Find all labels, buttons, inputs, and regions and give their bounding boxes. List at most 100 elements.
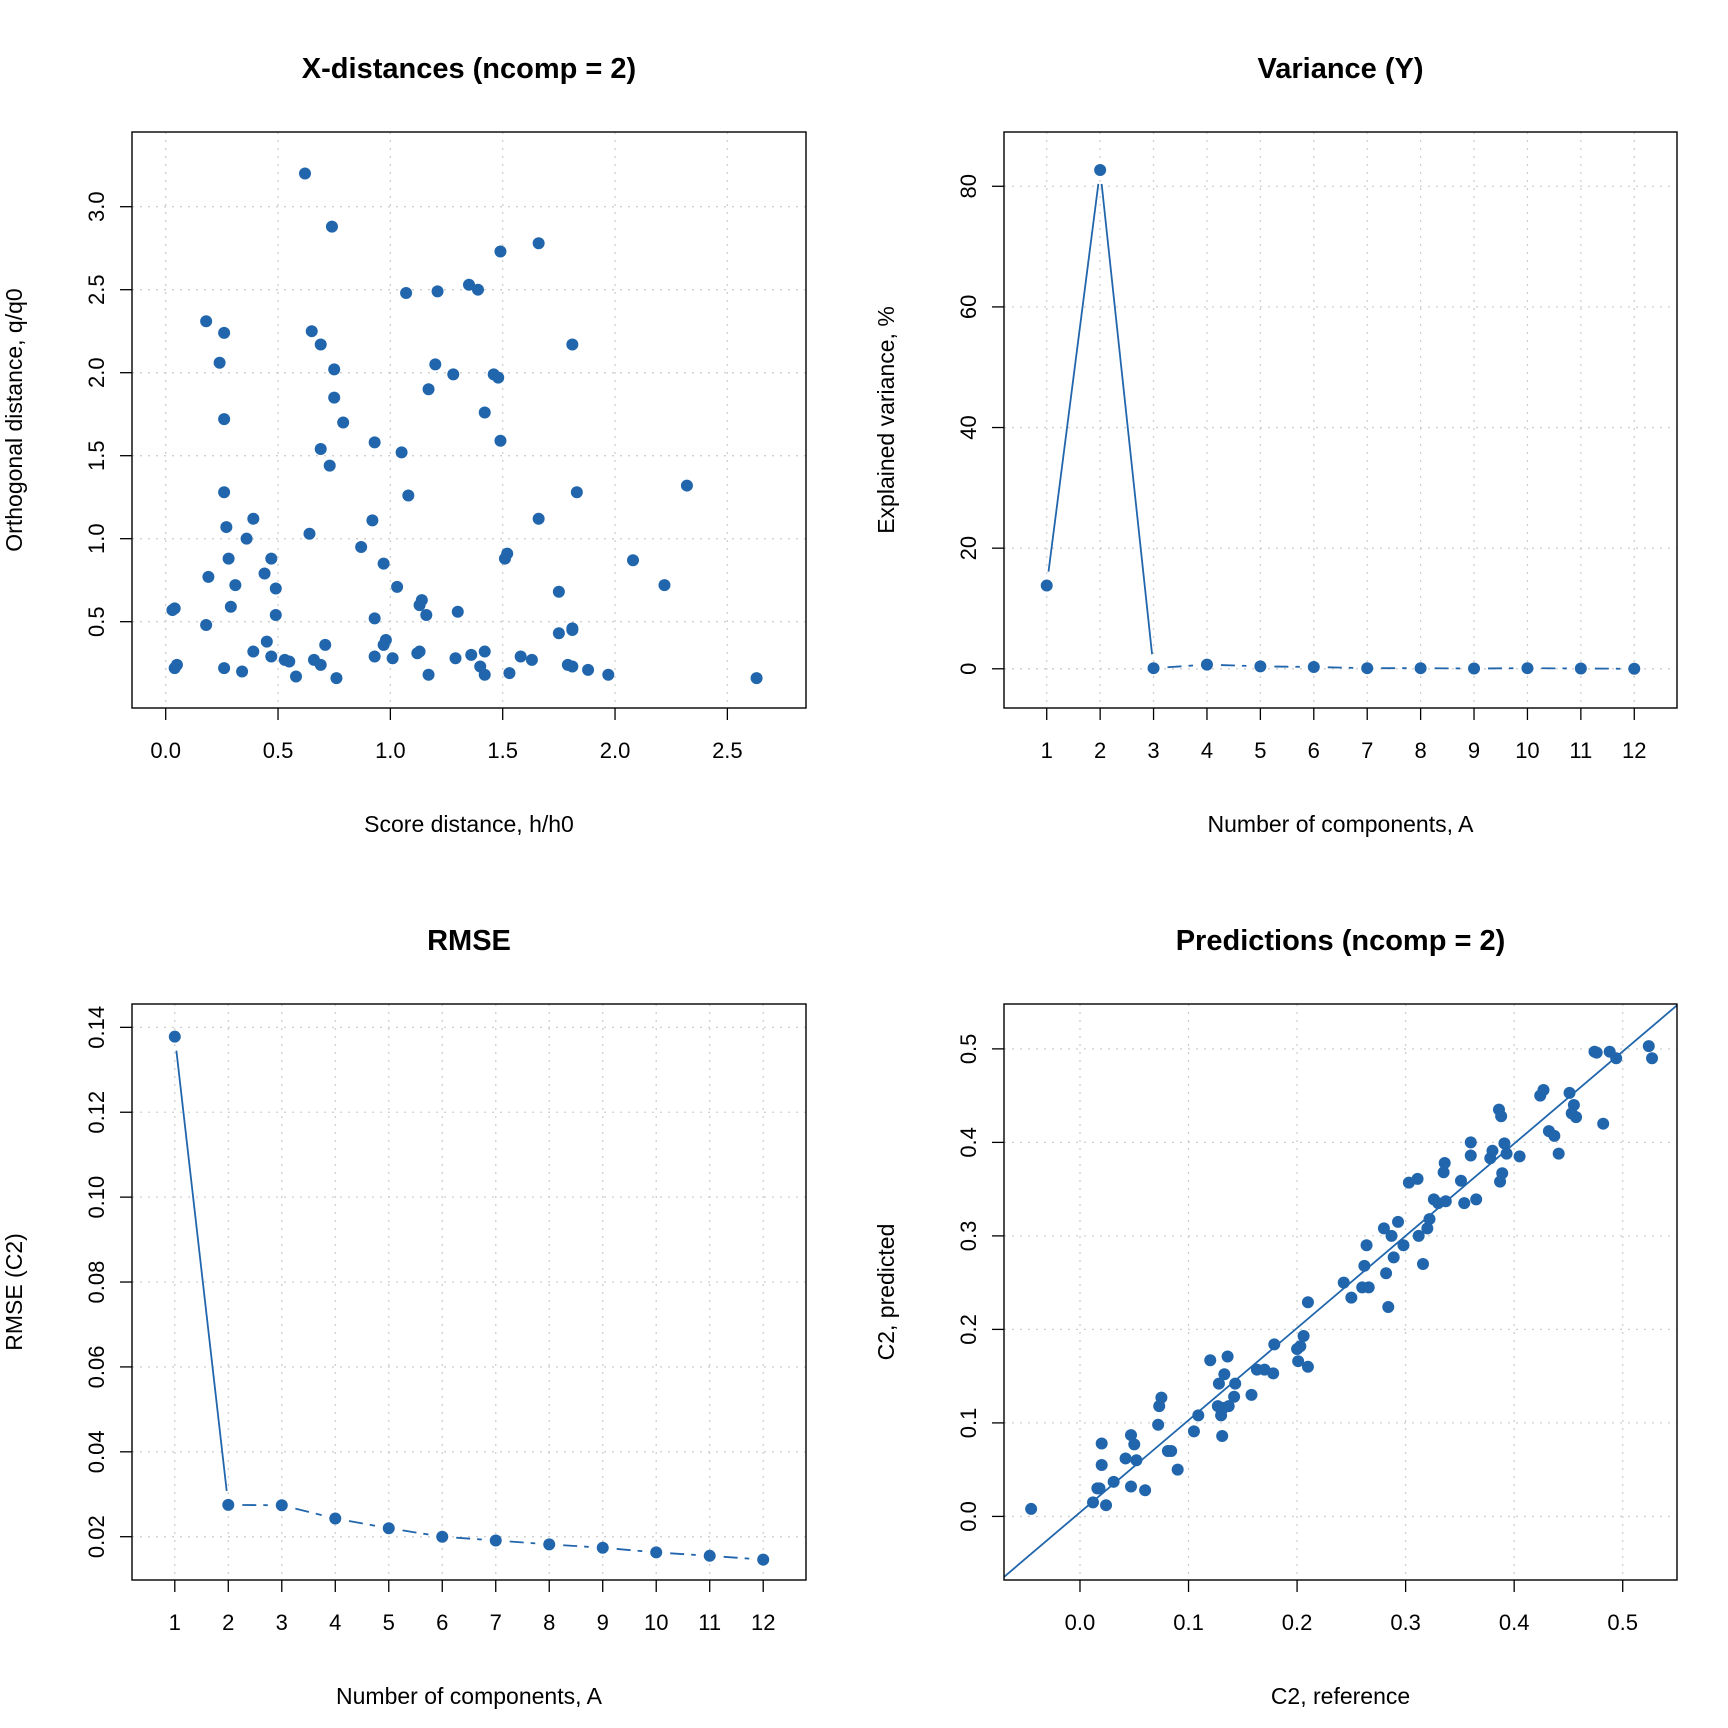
data-point-31: [1222, 1400, 1235, 1413]
data-point-45: [1337, 1276, 1350, 1289]
data-point-13: [566, 338, 579, 351]
data-point-58: [168, 602, 181, 615]
y-tick-label: 0.08: [84, 1261, 109, 1304]
data-point-84: [1537, 1084, 1550, 1097]
x-axis-label: Number of components, A: [1208, 811, 1475, 837]
data-point-2: [1094, 163, 1107, 176]
data-point-1: [168, 1030, 181, 1043]
y-tick-label: 3.0: [84, 191, 109, 222]
y-tick-label: 0.04: [84, 1430, 109, 1473]
data-point-37: [1267, 1367, 1280, 1380]
data-point-19: [492, 371, 505, 384]
data-point-23: [337, 416, 350, 429]
x-tick-label: 0.0: [1065, 1610, 1096, 1635]
data-point-86: [1548, 1129, 1561, 1142]
y-tick-label: 0.1: [956, 1408, 981, 1439]
data-point-4: [329, 1512, 342, 1525]
data-point-27: [1216, 1430, 1229, 1442]
data-point-81: [465, 648, 478, 661]
data-point-40: [1292, 1355, 1305, 1368]
x-tick-label: 0.5: [263, 738, 294, 763]
data-point-11: [703, 1549, 716, 1562]
data-point-38: [240, 532, 253, 545]
data-point-28: [494, 434, 507, 447]
data-point-79: [1496, 1167, 1509, 1180]
data-point-14: [213, 356, 226, 369]
y-tick-label: 1.0: [84, 523, 109, 554]
y-tick-label: 0.5: [84, 606, 109, 637]
data-point-25: [1212, 1377, 1225, 1390]
data-point-72: [265, 650, 278, 663]
data-point-38: [1268, 1338, 1281, 1351]
y-tick-label: 0.06: [84, 1346, 109, 1389]
data-point-3: [1147, 662, 1160, 675]
data-point-19: [1165, 1444, 1178, 1457]
data-point-95: [503, 667, 516, 680]
data-point-74: [283, 655, 296, 668]
data-point-36: [366, 514, 379, 527]
data-point-30: [1221, 1350, 1234, 1363]
data-point-92: [422, 668, 435, 681]
chart-title: Predictions (ncomp = 2): [1176, 925, 1506, 957]
data-point-34: [247, 512, 260, 525]
data-point-12: [1628, 662, 1641, 675]
data-point-6: [1095, 1458, 1108, 1471]
y-tick-label: 0.02: [84, 1515, 109, 1558]
x-tick-label: 0.5: [1607, 1610, 1638, 1635]
data-point-62: [451, 605, 464, 618]
data-point-70: [1458, 1197, 1471, 1210]
data-point-29: [323, 459, 336, 472]
data-point-42: [265, 552, 278, 565]
data-point-87: [1552, 1147, 1565, 1160]
data-point-61: [420, 609, 433, 622]
data-point-9: [200, 315, 213, 328]
series-line-segment-6: [456, 1536, 482, 1541]
data-point-84: [525, 653, 538, 666]
data-point-49: [1360, 1239, 1373, 1252]
data-point-6: [1307, 660, 1320, 673]
y-tick-label: 2.5: [84, 274, 109, 305]
data-point-90: [314, 658, 327, 671]
y-axis-label: C2, predicted: [873, 1224, 899, 1361]
data-point-90: [1567, 1098, 1580, 1111]
y-tick-label: 0.10: [84, 1176, 109, 1219]
y-tick-label: 0.14: [84, 1006, 109, 1049]
x-tick-label: 11: [698, 1610, 721, 1635]
data-point-42: [1297, 1329, 1310, 1342]
data-point-47: [202, 570, 215, 583]
y-tick-label: 0.12: [84, 1091, 109, 1134]
data-point-8: [543, 1538, 556, 1551]
plot-frame: [131, 1003, 807, 1581]
data-point-32: [1228, 1390, 1241, 1403]
data-point-71: [1464, 1136, 1477, 1149]
y-tick-label: 20: [956, 536, 981, 560]
data-point-7: [1361, 662, 1374, 675]
series-line-segment-4: [1220, 664, 1247, 667]
data-point-87: [218, 662, 231, 675]
data-point-54: [1385, 1229, 1398, 1242]
data-point-15: [1152, 1418, 1165, 1431]
y-tick-label: 0.5: [956, 1034, 981, 1065]
x-axis-label: Score distance, h/h0: [364, 811, 574, 837]
data-point-80: [449, 652, 462, 665]
data-point-5: [463, 278, 475, 291]
data-point-34: [1245, 1388, 1258, 1401]
data-point-48: [1358, 1259, 1371, 1272]
plot-area: [1004, 1004, 1677, 1578]
chart-title: X-distances (ncomp = 2): [302, 53, 636, 85]
series-line-segment-6: [1327, 666, 1354, 669]
plot-frame: [131, 131, 807, 709]
data-point-43: [1301, 1296, 1314, 1309]
data-point-71: [247, 645, 260, 658]
x-tick-label: 9: [597, 1610, 609, 1635]
data-point-25: [314, 443, 327, 456]
chart-panel-4: 0.0 0.1 0.2 0.3 0.4 0.5 0.0 0.1 0.2 0.3 0.4 0.5 Pred…: [873, 925, 1678, 1709]
y-tick-label: 0.2: [956, 1314, 981, 1345]
data-point-31: [218, 486, 231, 499]
x-axis-label: C2, reference: [1271, 1683, 1410, 1709]
chart-panel-3: 1 2 3 4 5 6 7 8 9 10 11 120.020.040.060.080.100.120…: [1, 925, 807, 1709]
data-point-41: [1294, 1340, 1307, 1353]
data-point-5: [1095, 1437, 1108, 1450]
data-point-21: [1187, 1425, 1200, 1438]
